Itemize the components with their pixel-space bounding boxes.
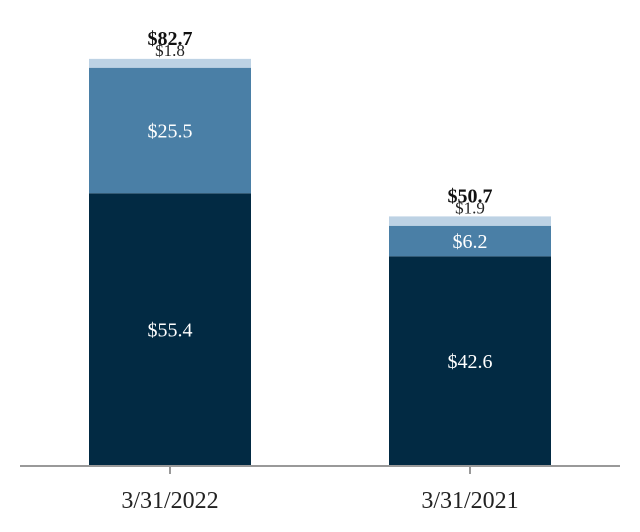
bar-segment-label-1-0: $42.6 [448,351,493,373]
bar-segment-label-0-0: $55.4 [148,320,193,342]
label-group: $55.4 $25.5 $1.8$82.7 $42.6 $6.2 $1.9$50.7 [148,28,493,373]
x-axis-ticks: 3/31/2022 3/31/2021 [121,466,519,514]
bar-segment-label-1-2: $1.9 [455,198,485,217]
x-tick-label-1: 3/31/2021 [421,488,518,514]
bar-segment-0-2 [89,58,251,68]
bar-total-label-0: $82.7 [148,28,193,50]
bar-segment-1-0 [389,256,551,466]
bar-segment-label-0-2: $1.8 [155,41,185,60]
bar-segment-0-0 [89,193,251,466]
bar-group [89,58,551,466]
bar-total-label-1: $50.7 [448,185,493,207]
x-tick-label-0: 3/31/2022 [121,488,218,514]
bar-segment-label-0-1: $25.5 [148,120,193,142]
bar-segment-label-1-1: $6.2 [453,231,488,253]
bar-segment-1-2 [389,216,551,226]
bar-segment-1-1 [389,225,551,257]
bar-segment-0-1 [89,67,251,194]
